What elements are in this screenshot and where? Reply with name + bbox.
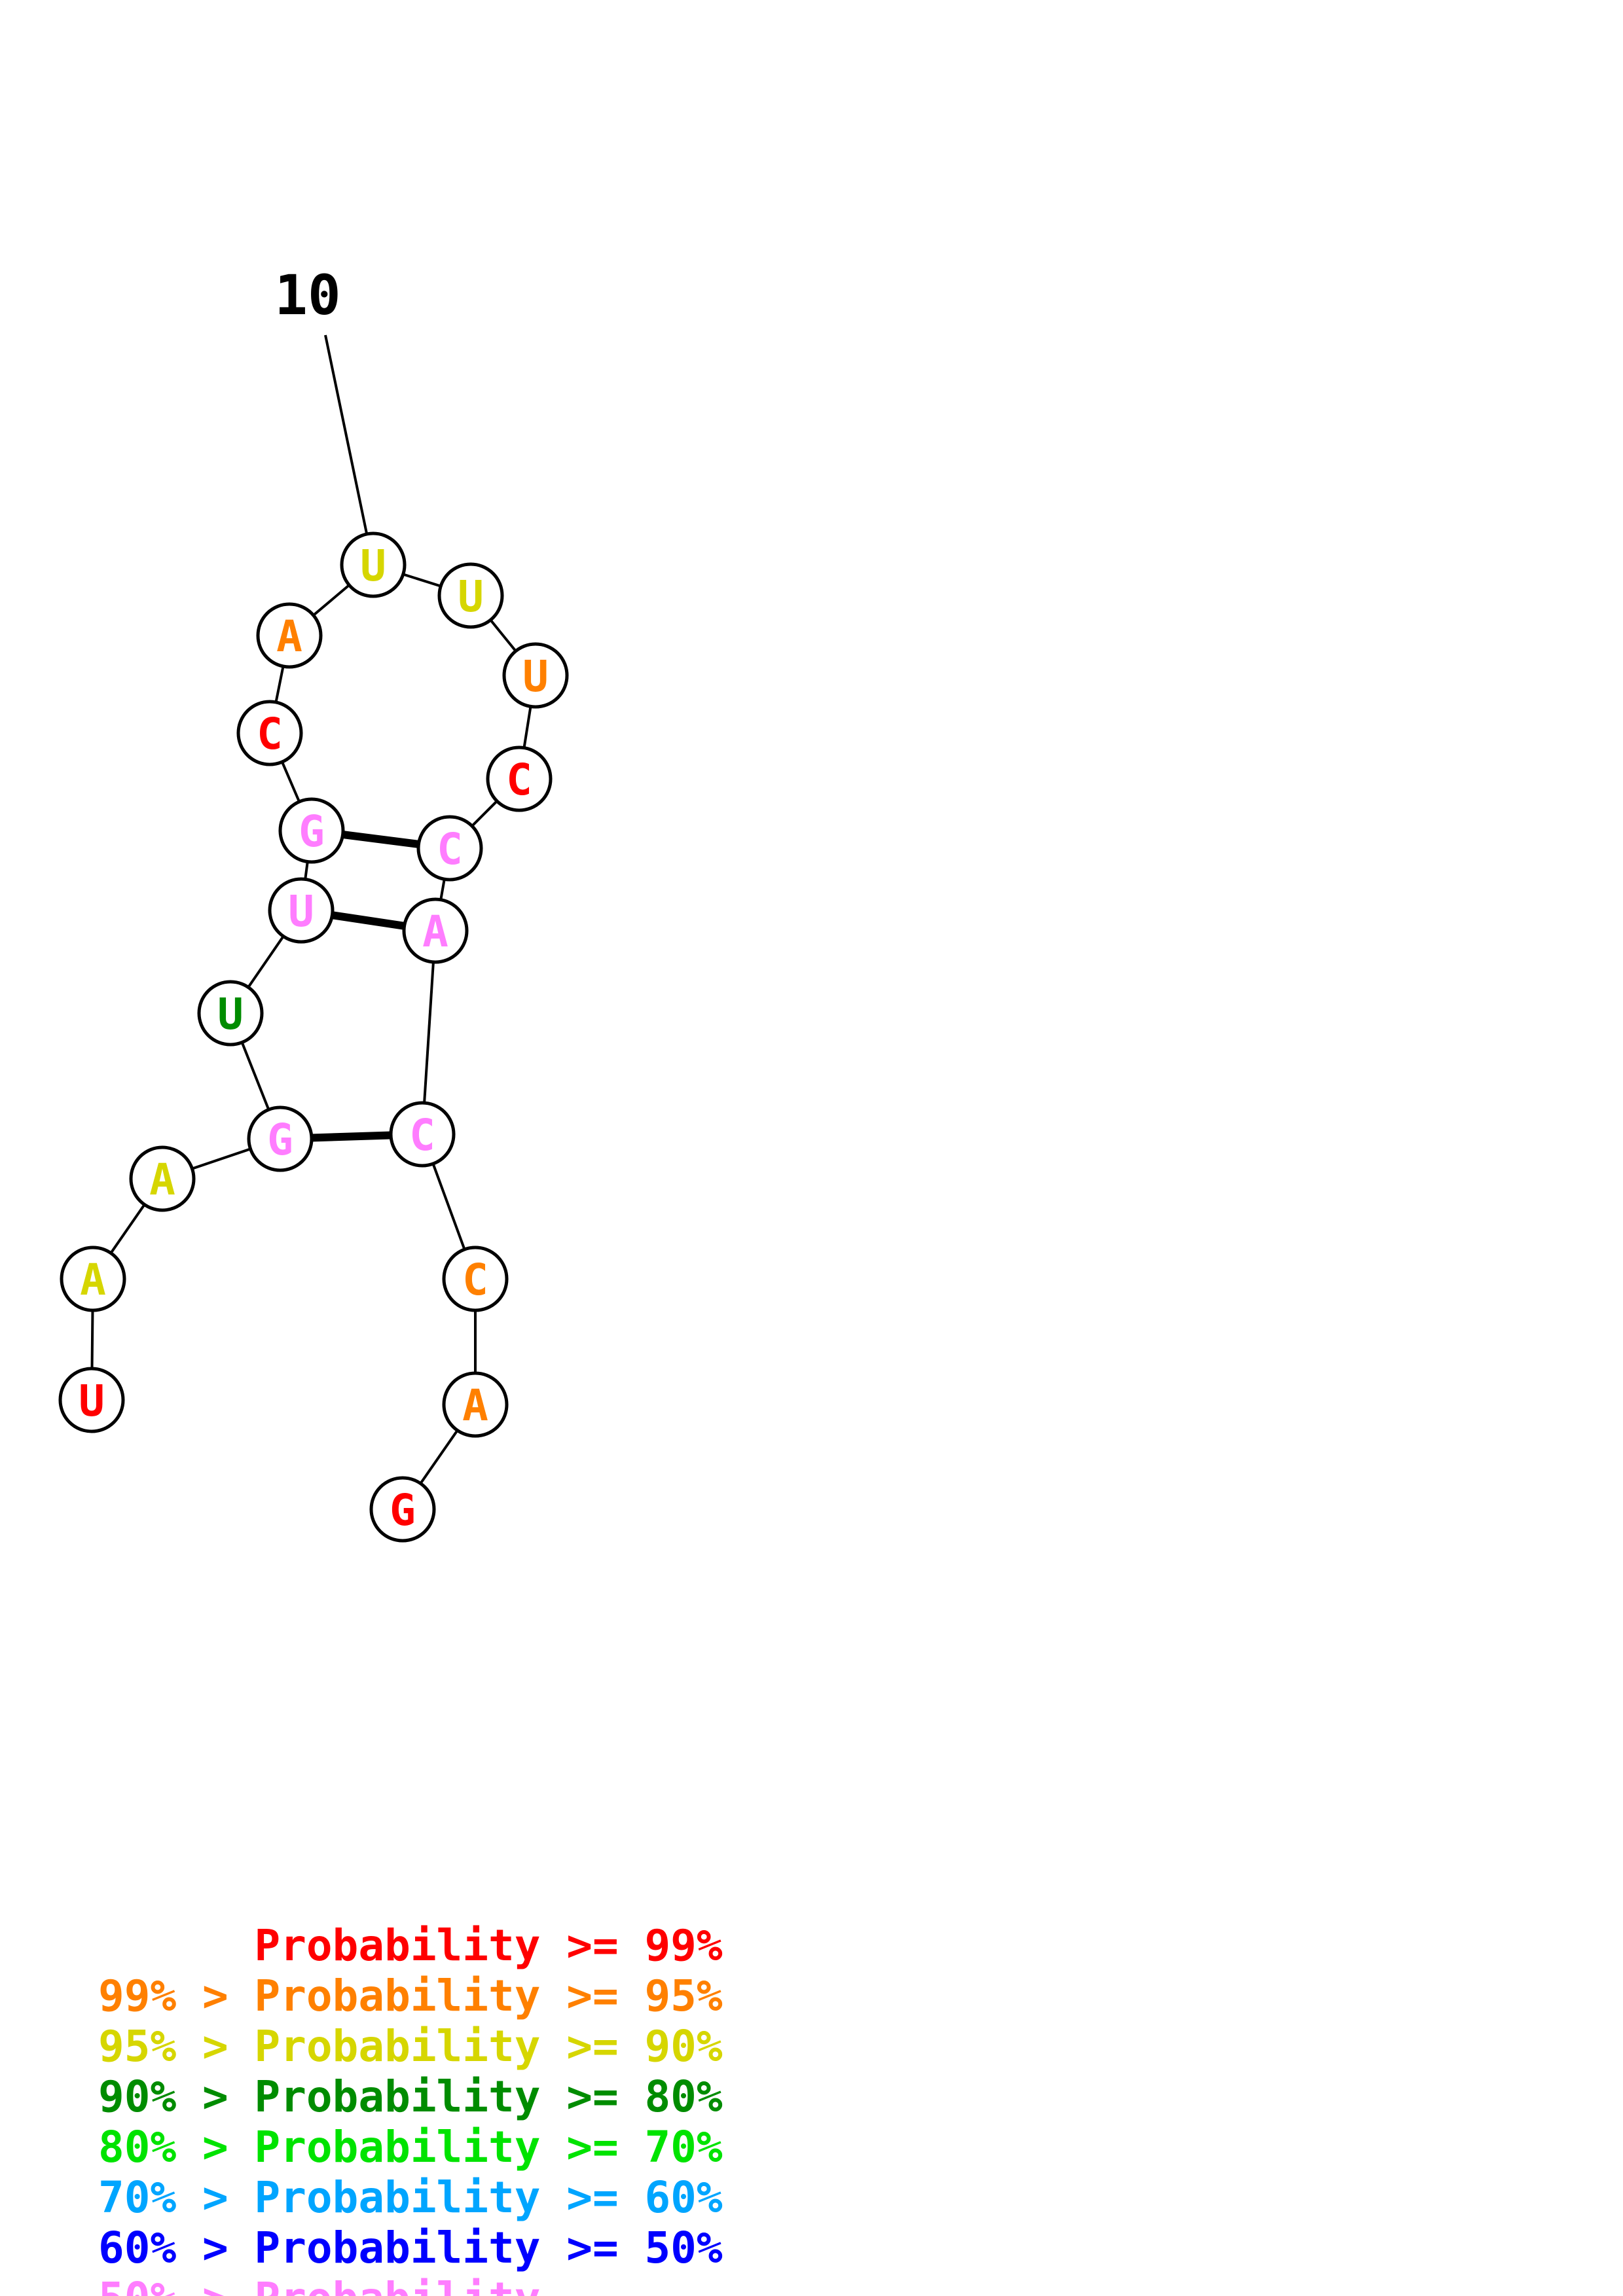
nucleotide-base-16: C <box>409 1110 435 1160</box>
legend-item: 60% > Probability >= 50% <box>98 2223 723 2273</box>
nucleotide-base-4: G <box>267 1115 293 1165</box>
legend-item: 99% > Probability >= 95% <box>98 1971 723 2021</box>
nucleotide-base-1: U <box>79 1376 105 1426</box>
sequence-position-label: 10 <box>274 263 340 327</box>
nucleotide-base-10: U <box>360 541 386 591</box>
legend-item: 90% > Probability >= 80% <box>98 2072 723 2122</box>
nucleotide-node-15 <box>402 897 469 964</box>
label-leader-line <box>324 334 374 565</box>
nucleotide-node-8 <box>236 700 303 766</box>
nucleotide-node-5 <box>197 980 264 1047</box>
nucleotide-base-8: C <box>257 709 283 759</box>
legend-lines: Probability >= 99% 99% > Probability >= 9… <box>98 1920 723 2296</box>
nucleotide-node-10 <box>340 531 407 598</box>
legend-item: 95% > Probability >= 90% <box>98 2021 723 2072</box>
nucleotide-base-11: U <box>458 571 484 622</box>
nucleotide-node-11 <box>437 562 504 629</box>
nucleotide-base-14: C <box>437 824 463 874</box>
nucleotide-base-13: C <box>506 755 532 805</box>
nucleotide-base-9: A <box>276 611 302 662</box>
nucleotide-base-6: U <box>288 886 314 937</box>
nucleotide-base-2: A <box>80 1255 106 1305</box>
backbone-edge <box>421 930 437 1135</box>
legend-item: 80% > Probability >= 70% <box>98 2122 723 2172</box>
nucleotide-base-5: U <box>217 989 244 1039</box>
nucleotide-node-16 <box>389 1101 456 1168</box>
nucleotide-node-3 <box>129 1145 196 1212</box>
legend-item: Probability >= 99% <box>98 1920 723 1971</box>
nucleotide-base-17: C <box>462 1255 488 1305</box>
nucleotide-node-4 <box>247 1105 314 1172</box>
legend-item: 70% > Probability >= 60% <box>98 2172 723 2223</box>
probability-legend: Probability >= 99% 99% > Probability >= 9… <box>98 1820 723 2296</box>
nucleotide-node-18 <box>442 1371 509 1438</box>
nucleotide-node-17 <box>442 1246 509 1312</box>
nucleotide-base-12: U <box>522 651 549 702</box>
nucleotide-node-13 <box>486 745 553 812</box>
nucleotide-node-1 <box>58 1367 125 1433</box>
nucleotide-base-15: A <box>422 906 448 957</box>
nucleotide-base-18: A <box>462 1380 488 1431</box>
nucleotide-node-6 <box>268 877 335 944</box>
nucleotide-base-19: G <box>390 1485 416 1535</box>
nucleotide-node-19 <box>369 1476 436 1543</box>
nucleotide-node-9 <box>256 602 323 669</box>
nucleotide-node-12 <box>502 642 569 709</box>
nucleotide-base-3: A <box>149 1155 175 1205</box>
nucleotide-node-2 <box>60 1246 126 1312</box>
legend-item: 50% > Probability <box>98 2273 723 2296</box>
nucleotide-base-7: G <box>299 806 325 857</box>
nucleotide-node-14 <box>416 815 483 882</box>
nucleotide-node-7 <box>278 797 345 864</box>
